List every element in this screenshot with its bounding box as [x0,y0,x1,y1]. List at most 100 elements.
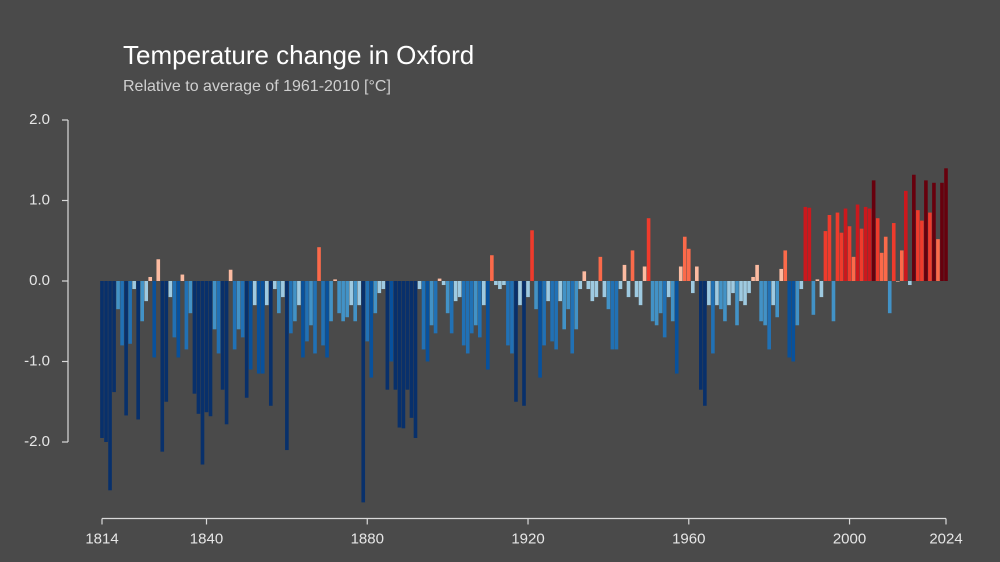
bar [148,276,153,281]
bar [132,281,136,290]
bar [759,281,763,322]
y-tick-label: -2.0 [24,433,50,450]
bar [453,281,458,302]
bar [530,230,534,281]
bar [108,281,112,491]
bar [682,236,687,281]
bar [136,281,140,420]
bar [200,281,205,465]
bar [618,281,623,290]
bar [168,281,173,298]
bar [574,281,579,330]
bar [264,281,269,306]
bar [413,281,418,438]
bar [807,207,812,281]
bar [397,281,402,428]
bar [309,281,313,326]
bar [908,281,912,286]
bar [727,281,731,306]
bar [329,281,333,322]
bar [522,281,526,406]
bar [662,281,667,338]
bar [373,281,378,314]
bar [646,218,651,281]
bar [783,250,788,281]
bar [638,281,643,306]
bar [835,212,840,281]
x-tick-label: 1814 [85,530,118,547]
bar [128,281,132,344]
bar [333,279,337,281]
bar [401,281,406,429]
bar [176,281,181,358]
bar [381,281,386,290]
bar [281,281,285,298]
bar [277,281,281,314]
bar [289,281,293,334]
bar [526,281,530,298]
bar [715,281,719,306]
bar [686,248,691,281]
bar [658,281,663,314]
bar [883,236,888,281]
bar [695,266,699,281]
bar [160,281,165,452]
x-tick-label: 1840 [190,530,223,547]
bar [449,281,454,334]
bar [305,281,309,342]
bar [879,252,884,281]
chart-subtitle: Relative to average of 1961-2010 [°C] [123,78,391,95]
bar [940,182,944,281]
bar [598,256,603,281]
bar [361,281,366,503]
bar [811,281,816,315]
bar [486,281,490,370]
bar [859,228,864,281]
bar [140,281,144,322]
bar [711,281,715,354]
y-tick-label: 0.0 [29,272,50,289]
bar [421,281,426,350]
bar [429,281,434,326]
bar [602,281,607,298]
bar [554,281,558,350]
bar [674,281,679,374]
bar [839,232,844,281]
bar [498,281,502,290]
bar [212,281,217,330]
bar [791,281,796,362]
bar [924,180,928,281]
bar [610,281,615,350]
bar [417,281,422,290]
bar [699,281,703,390]
bar [240,281,245,338]
bar [795,281,800,326]
bar [228,269,233,281]
bar [393,281,398,390]
bar [558,281,562,302]
bar [224,281,229,425]
bar [634,281,639,298]
bar [626,281,631,298]
bar [747,281,751,294]
bar [739,281,743,302]
bar [566,281,571,310]
bar [707,281,711,306]
bar [349,281,353,306]
bar [461,281,466,346]
bar [899,250,904,281]
bar [731,281,735,294]
bar [916,210,920,281]
bar [787,281,792,358]
bar [457,281,462,298]
bar [831,281,836,322]
bar [642,266,647,281]
bar [313,281,317,354]
bar [518,281,522,306]
bar [863,206,868,281]
bar [220,281,225,390]
bar [260,281,265,374]
bar [570,281,575,354]
bar [654,281,659,326]
